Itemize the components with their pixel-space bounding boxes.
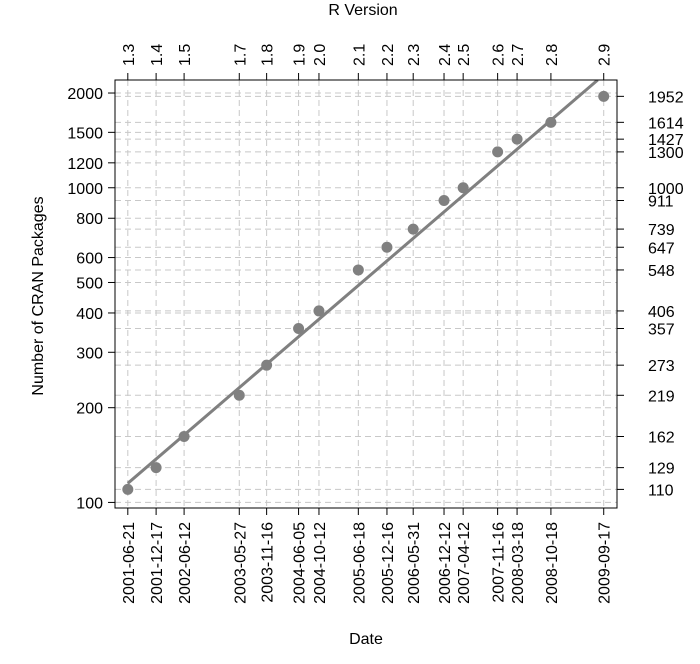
- data-points: [122, 90, 610, 495]
- right-tick-label: 129: [648, 461, 675, 478]
- top-axis-label: R Version: [328, 2, 397, 19]
- left-tick-label: 800: [76, 211, 103, 228]
- date-tick-label: 2001-06-21: [121, 522, 138, 604]
- top-version-axis: 1.3 1.4 1.5 1.7 1.8 1.9 2.0 2.1 2.2 2.3 2.4 2.5 2.6 2…: [121, 44, 614, 80]
- date-tick-label: 2004-06-05: [292, 522, 309, 604]
- version-tick-label: 2.4: [437, 44, 454, 66]
- left-tick-label: 1500: [67, 125, 103, 142]
- date-tick-label: 2003-11-16: [260, 522, 277, 603]
- right-tick-label: 911: [648, 193, 674, 210]
- x-axis-label: Date: [349, 631, 383, 648]
- date-tick-label: 2006-05-31: [406, 522, 423, 604]
- right-tick-label: 548: [648, 263, 675, 280]
- version-tick-label: 1.9: [292, 44, 309, 66]
- data-point: [150, 462, 162, 474]
- left-tick-label: 200: [76, 401, 103, 418]
- right-tick-label: 1614: [648, 115, 684, 132]
- left-tick-label: 600: [76, 251, 103, 268]
- right-tick-label: 1300: [648, 145, 684, 162]
- date-tick-label: 2007-11-16: [491, 522, 508, 603]
- left-y-axis: 100 200 300 400 500 600 800 1000 1200 1500 2000: [67, 86, 115, 512]
- version-tick-label: 2.0: [312, 44, 329, 66]
- data-point: [492, 146, 504, 158]
- date-tick-label: 2008-03-18: [510, 522, 527, 604]
- version-tick-label: 1.3: [121, 44, 138, 66]
- left-tick-label: 1000: [67, 181, 103, 198]
- version-tick-label: 1.5: [177, 44, 194, 66]
- date-tick-label: 2003-05-27: [232, 522, 249, 604]
- data-point: [381, 241, 393, 253]
- data-point: [261, 359, 273, 371]
- data-point: [598, 90, 610, 102]
- date-tick-label: 2007-04-12: [456, 522, 473, 604]
- data-point: [313, 305, 325, 317]
- right-tick-label: 110: [648, 482, 674, 499]
- right-tick-label: 273: [648, 358, 675, 375]
- version-tick-label: 2.8: [544, 44, 561, 66]
- right-tick-label: 406: [648, 304, 675, 321]
- date-tick-label: 2005-12-16: [380, 522, 397, 604]
- date-tick-label: 2008-10-18: [544, 522, 561, 604]
- version-tick-label: 2.2: [380, 44, 397, 66]
- left-tick-label: 300: [76, 345, 103, 362]
- data-point: [511, 133, 523, 145]
- right-tick-label: 357: [648, 322, 675, 339]
- trend-line-group: [126, 80, 599, 485]
- plot-frame: [114, 79, 618, 509]
- version-tick-label: 1.8: [260, 44, 277, 66]
- left-tick-label: 500: [76, 275, 103, 292]
- version-tick-label: 2.1: [351, 44, 368, 66]
- version-tick-label: 2.3: [406, 44, 423, 66]
- date-tick-label: 2004-10-12: [312, 522, 329, 604]
- version-tick-label: 2.7: [510, 44, 527, 66]
- version-tick-label: 1.4: [149, 44, 166, 66]
- right-tick-label: 1000: [648, 181, 684, 198]
- date-tick-label: 2009-09-17: [597, 522, 614, 604]
- left-tick-label: 2000: [67, 86, 103, 103]
- data-point: [545, 116, 557, 128]
- version-tick-label: 2.6: [491, 44, 508, 66]
- data-point: [178, 430, 190, 442]
- left-tick-label: 1200: [67, 156, 103, 173]
- right-tick-label: 162: [648, 429, 675, 446]
- version-tick-label: 2.9: [597, 44, 614, 66]
- data-point: [438, 194, 450, 206]
- right-tick-label: 739: [648, 222, 675, 239]
- trend-line: [126, 80, 599, 485]
- version-tick-label: 2.5: [456, 44, 473, 66]
- left-tick-label: 400: [76, 306, 103, 323]
- right-tick-label: 1952: [648, 89, 684, 106]
- data-point: [293, 323, 305, 335]
- version-tick-label: 1.7: [232, 44, 249, 66]
- date-tick-label: 2006-12-12: [437, 522, 454, 604]
- right-tick-label: 1427: [648, 132, 684, 149]
- data-point: [233, 389, 245, 401]
- grid: [115, 80, 617, 508]
- date-tick-label: 2001-12-17: [149, 522, 166, 604]
- right-tick-label: 647: [648, 240, 675, 257]
- bottom-date-axis: 2001-06-21 2001-12-17 2002-06-12 2003-05-27…: [121, 508, 614, 604]
- data-point: [122, 483, 134, 495]
- data-point: [407, 223, 419, 235]
- left-tick-label: 100: [76, 495, 103, 512]
- y-axis-label: Number of CRAN Packages: [30, 196, 47, 395]
- data-point: [352, 264, 364, 276]
- date-tick-label: 2005-06-18: [351, 522, 368, 604]
- right-tick-label: 219: [648, 388, 675, 405]
- date-tick-label: 2002-06-12: [177, 522, 194, 604]
- data-point: [457, 182, 469, 194]
